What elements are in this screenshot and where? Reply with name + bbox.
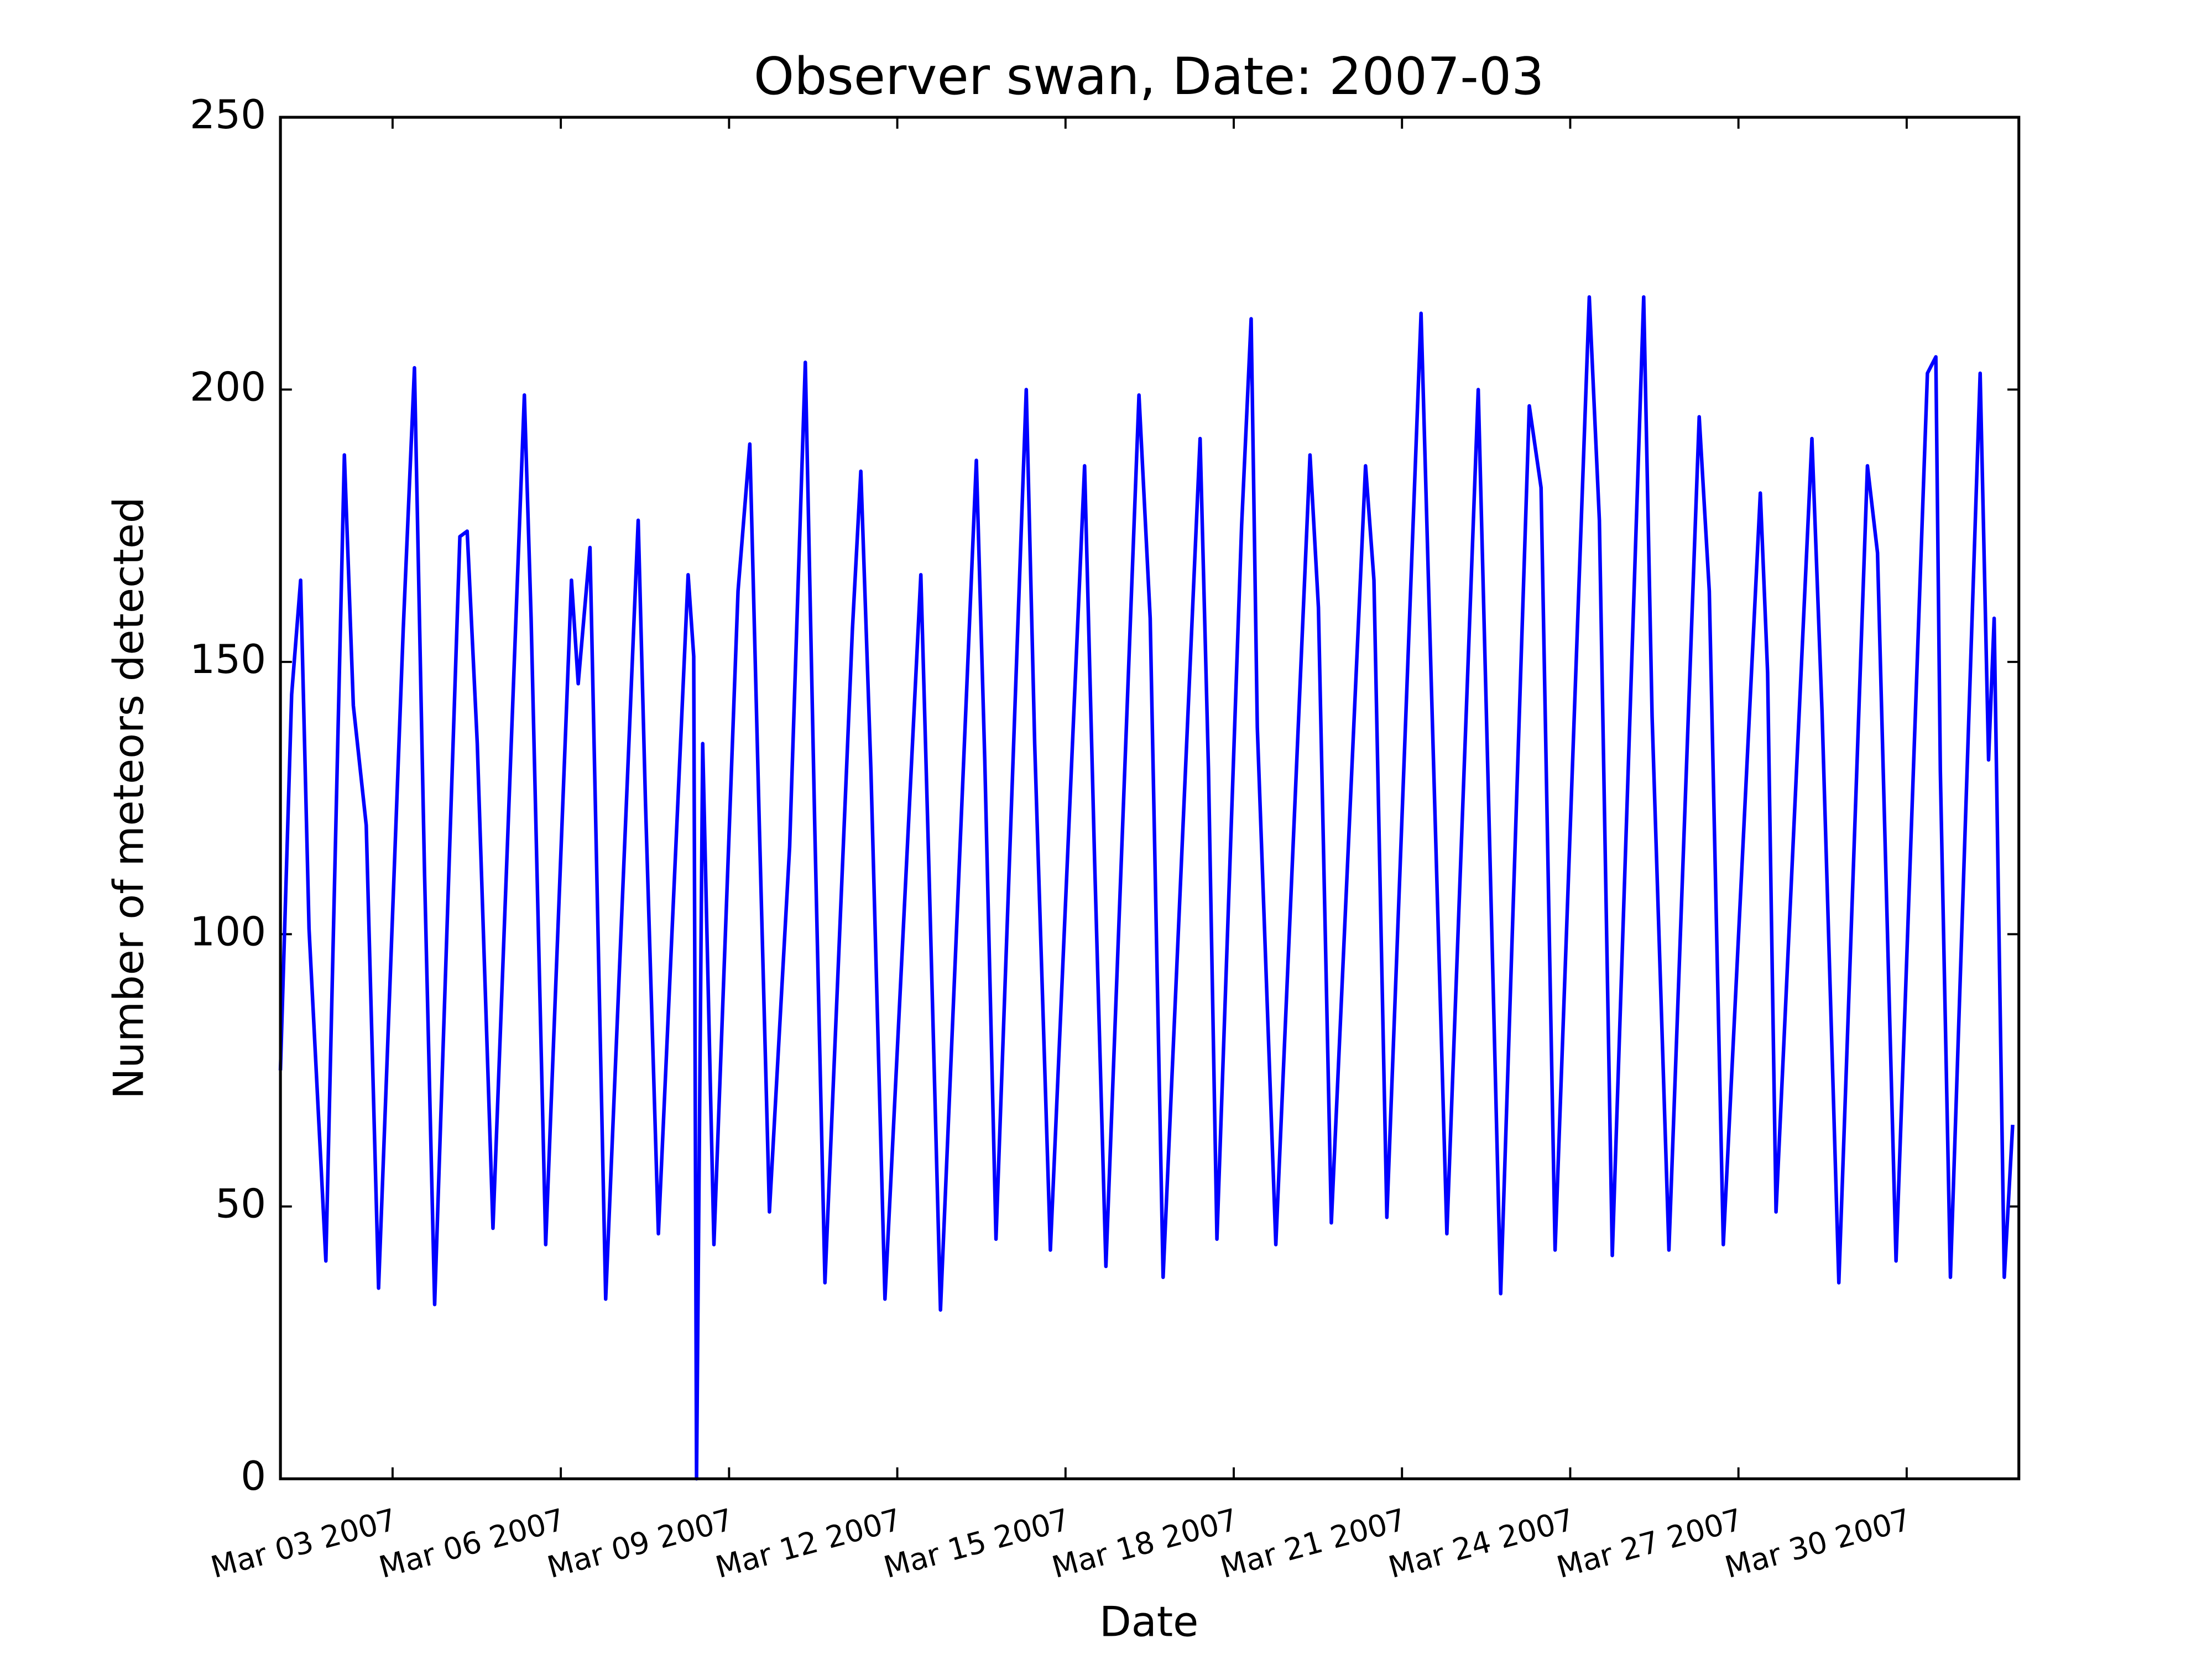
y-tick-label: 200 <box>190 364 266 411</box>
y-axis-label: Number of meteors detected <box>105 497 153 1099</box>
y-tick-label: 150 <box>190 637 266 683</box>
plot-frame <box>279 116 2021 1480</box>
y-tick-label: 0 <box>241 1453 266 1500</box>
x-tick-label: Mar 24 2007 <box>1385 1502 1578 1585</box>
x-tick-label: Mar 09 2007 <box>544 1502 737 1585</box>
x-tick-label: Mar 12 2007 <box>712 1502 905 1585</box>
x-tick-label: Mar 06 2007 <box>375 1502 568 1585</box>
x-tick-label: Mar 27 2007 <box>1553 1502 1746 1585</box>
data-line <box>278 295 2015 1481</box>
x-tick-label: Mar 18 2007 <box>1048 1502 1241 1585</box>
x-tick-label: Mar 15 2007 <box>880 1502 1073 1585</box>
y-tick-label: 50 <box>215 1181 266 1228</box>
x-tick-label: Mar 21 2007 <box>1217 1502 1410 1585</box>
y-tick-label: 250 <box>190 92 266 138</box>
chart-title: Observer swan, Date: 2007-03 <box>754 46 1545 106</box>
x-tick-label: Mar 03 2007 <box>207 1502 400 1585</box>
y-tick-label: 100 <box>190 909 266 955</box>
x-axis-label: Date <box>1099 1597 1198 1646</box>
x-tick-label: Mar 30 2007 <box>1721 1502 1914 1585</box>
